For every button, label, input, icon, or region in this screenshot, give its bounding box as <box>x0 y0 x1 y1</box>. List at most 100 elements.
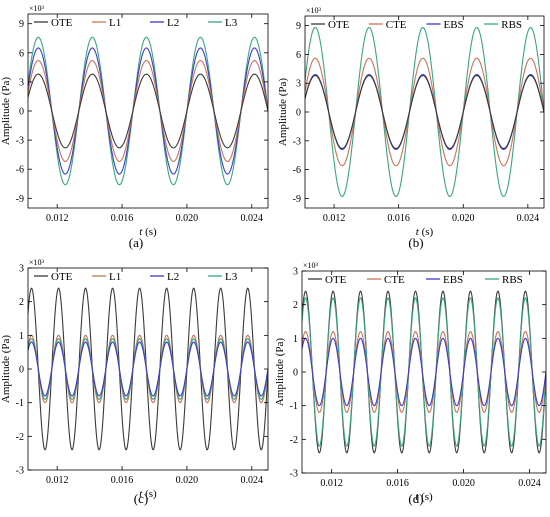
series-line-ebs <box>302 337 546 407</box>
legend-label-l1: L1 <box>109 17 121 29</box>
x-tick-label: 0.020 <box>452 213 475 224</box>
x-tick-label: 0.016 <box>387 213 410 224</box>
y-tick-label: 6 <box>296 50 301 61</box>
legend-label-ote: OTE <box>51 271 73 283</box>
y-axis-label: Amplitude (Pa) <box>0 77 12 145</box>
series-line-l2 <box>28 341 268 397</box>
legend-label-cte: CTE <box>386 19 407 31</box>
y-tick-label: -3 <box>16 466 24 477</box>
y-tick-label: -2 <box>290 435 298 446</box>
x-axis-label-var: t <box>139 226 143 238</box>
legend-label-cte: CTE <box>384 274 405 286</box>
series-line-rbs <box>302 297 546 447</box>
legend: OTE L1 L2 L3 <box>34 17 238 29</box>
legend-label-ebs: EBS <box>443 274 463 286</box>
series-line-l2 <box>28 47 268 175</box>
series-line-rbs <box>305 26 544 198</box>
series-line-ote <box>28 73 268 149</box>
y-tick-label: 3 <box>296 79 301 90</box>
legend-label-l3: L3 <box>225 17 238 29</box>
panel-c: -3 -2 -1 0 1 2 3 0.012 0.016 0.020 0.024 ×10³ Amplit… <box>0 258 269 506</box>
x-tick-label: 0.012 <box>46 475 69 486</box>
x-axis-label-unit: (s) <box>418 491 433 503</box>
legend-label-ote: OTE <box>51 17 73 29</box>
panel-b: -9 -6 -3 0 3 6 9 0.012 0.016 0.020 0.024 ×10³ Amplit… <box>277 6 545 250</box>
x-axis-label: t (s) <box>415 491 433 503</box>
y-tick-label: 0 <box>296 108 301 119</box>
y-tick-label: 3 <box>19 264 24 275</box>
panel-d: -3 -2 -1 0 1 2 3 0.012 0.016 0.020 0.024 ×10³ Amplit… <box>274 261 547 506</box>
y-multiplier: ×10³ <box>306 6 322 15</box>
legend: OTE CTE EBS RBS <box>308 274 523 286</box>
legend-label-l3: L3 <box>225 271 238 283</box>
y-tick-label: -6 <box>293 165 301 176</box>
y-tick-label: -9 <box>16 194 24 205</box>
x-axis-label: t (s) <box>416 226 434 238</box>
x-tick-label: 0.012 <box>323 213 346 224</box>
x-tick-label: 0.020 <box>176 475 199 486</box>
y-tick-label: 0 <box>19 107 24 118</box>
x-tick-label: 0.020 <box>176 213 199 224</box>
plot-lines <box>302 290 546 454</box>
x-axis-label-unit: (s) <box>419 226 434 238</box>
y-tick-label: 3 <box>293 267 298 278</box>
plot-frame <box>27 13 269 209</box>
y-tick-label: -6 <box>16 165 24 176</box>
y-multiplier: ×10³ <box>29 258 45 267</box>
x-tick-label: 0.016 <box>111 213 134 224</box>
y-tick-label: -3 <box>290 469 298 480</box>
y-tick-label: -1 <box>16 398 24 409</box>
series-line-ote <box>28 287 268 451</box>
y-tick-label: 9 <box>19 19 24 30</box>
x-tick-label: 0.024 <box>241 475 264 486</box>
x-axis-label-unit: (s) <box>142 226 157 238</box>
y-tick-label: -1 <box>290 401 298 412</box>
y-tick-label: 1 <box>293 334 298 345</box>
series-line-ebs <box>305 74 544 150</box>
series-line-ote <box>305 74 544 150</box>
y-axis-label: Amplitude (Pa) <box>0 335 12 403</box>
y-tick-label: 0 <box>19 365 24 376</box>
series-line-cte <box>305 57 544 167</box>
legend-label-ebs: EBS <box>444 19 464 31</box>
y-tick-label: -9 <box>293 194 301 205</box>
x-tick-label: 0.012 <box>320 478 343 489</box>
x-axis-label-var: t <box>139 488 143 500</box>
legend-label-l1: L1 <box>109 271 121 283</box>
y-tick-label: 0 <box>293 368 298 379</box>
series-line-ote <box>302 290 546 454</box>
x-tick-label: 0.024 <box>241 213 264 224</box>
x-axis-label-unit: (s) <box>142 488 157 500</box>
y-multiplier: ×10³ <box>29 4 45 13</box>
panel-caption: (a) <box>129 235 143 250</box>
legend-label-ote: OTE <box>325 274 347 286</box>
x-axis-label-var: t <box>415 491 419 503</box>
y-tick-label: 2 <box>19 297 24 308</box>
x-axis-label: t (s) <box>139 226 157 238</box>
series-line-l3 <box>28 36 268 186</box>
x-tick-label: 0.024 <box>517 213 540 224</box>
legend-label-ote: OTE <box>328 19 350 31</box>
legend-label-l2: L2 <box>167 17 179 29</box>
legend-label-l2: L2 <box>167 271 179 283</box>
legend-label-rbs: RBS <box>502 274 523 286</box>
y-tick-label: 9 <box>296 21 301 32</box>
legend: OTE L1 L2 L3 <box>34 271 238 283</box>
panel-a: -9 -6 -3 0 3 6 9 0.012 0.016 0.020 0.024 ×10³ Amplit… <box>0 4 269 250</box>
y-multiplier: ×10³ <box>303 261 319 270</box>
y-tick-label: 1 <box>19 331 24 342</box>
y-tick-label: 3 <box>19 77 24 88</box>
panel-caption: (b) <box>408 235 423 250</box>
y-tick-label: -2 <box>16 432 24 443</box>
y-tick-label: -3 <box>16 136 24 147</box>
x-tick-label: 0.016 <box>111 475 134 486</box>
legend: OTE CTE EBS RBS <box>311 19 522 31</box>
legend-label-rbs: RBS <box>501 19 522 31</box>
y-axis-label: Amplitude (Pa) <box>274 338 286 406</box>
x-tick-label: 0.012 <box>46 213 69 224</box>
plot-lines <box>28 287 268 451</box>
plot-lines <box>28 36 268 186</box>
x-tick-label: 0.024 <box>518 478 541 489</box>
x-tick-label: 0.016 <box>386 478 409 489</box>
